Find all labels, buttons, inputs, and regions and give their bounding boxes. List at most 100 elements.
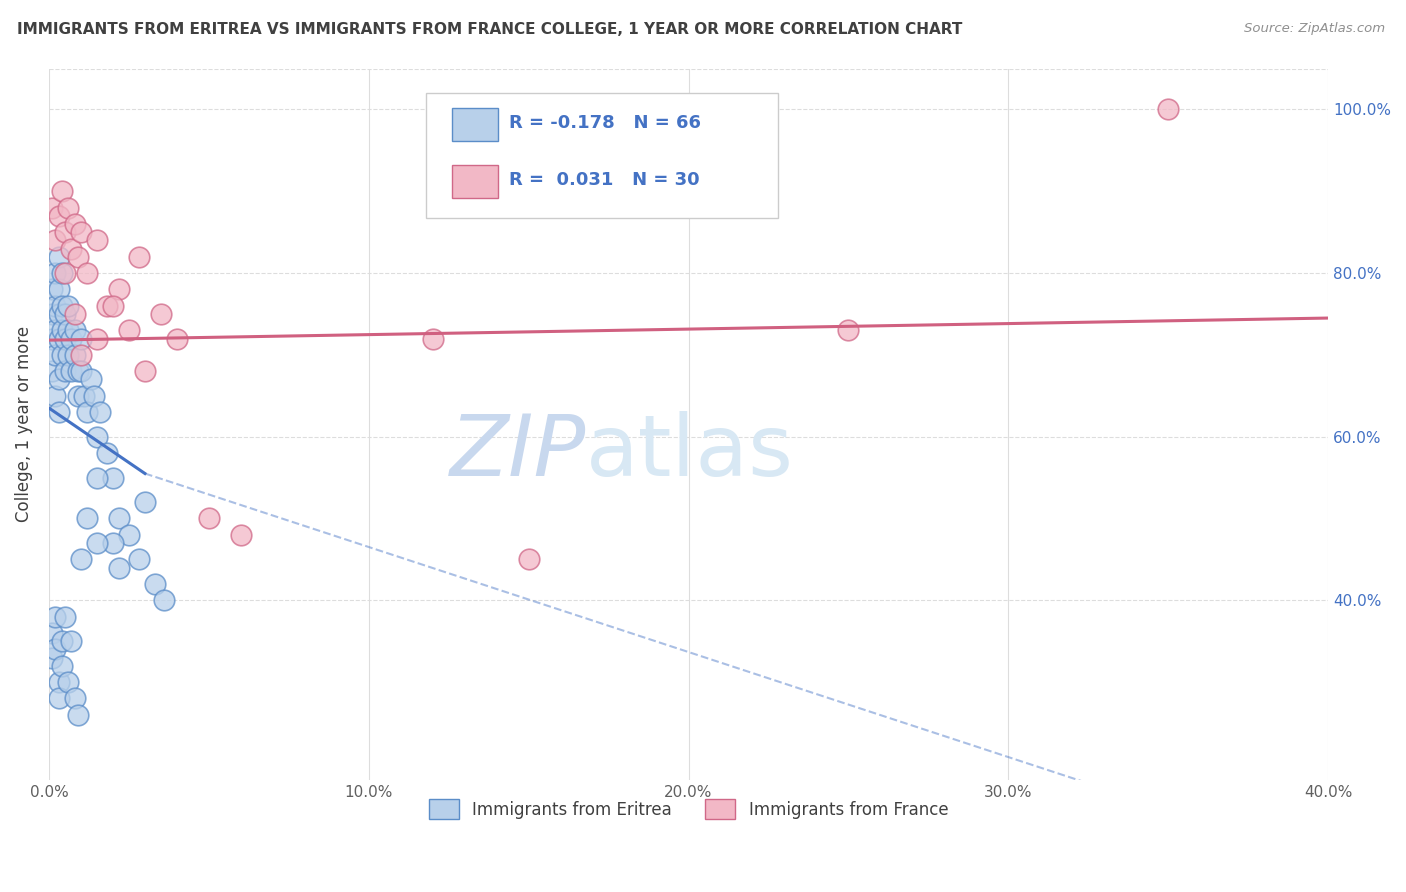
Point xyxy=(134,364,156,378)
Point xyxy=(118,528,141,542)
Point xyxy=(41,626,63,640)
Point xyxy=(51,184,73,198)
Text: atlas: atlas xyxy=(586,411,794,494)
FancyBboxPatch shape xyxy=(451,109,498,141)
Point xyxy=(229,528,252,542)
Text: IMMIGRANTS FROM ERITREA VS IMMIGRANTS FROM FRANCE COLLEGE, 1 YEAR OR MORE CORREL: IMMIGRANTS FROM ERITREA VS IMMIGRANTS FR… xyxy=(17,22,962,37)
Point xyxy=(44,609,66,624)
Point xyxy=(56,201,79,215)
Point xyxy=(56,299,79,313)
Point xyxy=(118,323,141,337)
Point xyxy=(41,201,63,215)
Point xyxy=(70,331,93,345)
Point xyxy=(44,299,66,313)
Point xyxy=(41,282,63,296)
Point xyxy=(53,307,76,321)
Point xyxy=(70,364,93,378)
Point xyxy=(83,389,105,403)
Point xyxy=(108,560,131,574)
Point xyxy=(63,348,86,362)
Point xyxy=(51,266,73,280)
Point xyxy=(48,209,70,223)
Point xyxy=(53,266,76,280)
Point xyxy=(51,658,73,673)
Point xyxy=(63,691,86,706)
Point xyxy=(101,536,124,550)
Point xyxy=(60,634,83,648)
Point xyxy=(51,299,73,313)
Point xyxy=(86,233,108,247)
Point xyxy=(48,250,70,264)
Point xyxy=(166,331,188,345)
Point xyxy=(70,225,93,239)
Point xyxy=(48,675,70,690)
Point xyxy=(53,364,76,378)
Point xyxy=(41,331,63,345)
Point xyxy=(89,405,111,419)
Point xyxy=(134,495,156,509)
Point xyxy=(44,389,66,403)
Point xyxy=(66,389,89,403)
Point xyxy=(56,348,79,362)
FancyBboxPatch shape xyxy=(451,165,498,198)
Text: R = -0.178   N = 66: R = -0.178 N = 66 xyxy=(509,114,702,132)
Point xyxy=(48,372,70,386)
Point xyxy=(48,405,70,419)
Point xyxy=(153,593,176,607)
Point xyxy=(108,511,131,525)
Point xyxy=(51,634,73,648)
Point xyxy=(44,266,66,280)
Point xyxy=(63,307,86,321)
Point xyxy=(86,536,108,550)
Point xyxy=(79,372,101,386)
Point xyxy=(1157,103,1180,117)
Point xyxy=(86,331,108,345)
Point xyxy=(76,405,98,419)
Point xyxy=(44,233,66,247)
Point xyxy=(86,470,108,484)
Point xyxy=(96,299,118,313)
Point xyxy=(76,511,98,525)
Point xyxy=(128,250,150,264)
Point xyxy=(44,348,66,362)
Point xyxy=(422,331,444,345)
Point xyxy=(53,331,76,345)
Point xyxy=(70,348,93,362)
Point xyxy=(66,250,89,264)
Point xyxy=(66,364,89,378)
Point xyxy=(48,307,70,321)
Point xyxy=(60,364,83,378)
Point xyxy=(56,675,79,690)
Point xyxy=(41,364,63,378)
Point xyxy=(108,282,131,296)
Point xyxy=(60,242,83,256)
Point xyxy=(101,299,124,313)
FancyBboxPatch shape xyxy=(426,94,778,218)
Point xyxy=(51,323,73,337)
Point xyxy=(44,323,66,337)
Point xyxy=(70,552,93,566)
Text: ZIP: ZIP xyxy=(450,411,586,494)
Point xyxy=(41,307,63,321)
Point xyxy=(53,225,76,239)
Legend: Immigrants from Eritrea, Immigrants from France: Immigrants from Eritrea, Immigrants from… xyxy=(422,793,955,825)
Point xyxy=(41,650,63,665)
Point xyxy=(56,323,79,337)
Point xyxy=(63,217,86,231)
Point xyxy=(66,707,89,722)
Point xyxy=(198,511,221,525)
Point xyxy=(48,282,70,296)
Point xyxy=(48,691,70,706)
Point xyxy=(149,307,172,321)
Point xyxy=(51,348,73,362)
Text: R =  0.031   N = 30: R = 0.031 N = 30 xyxy=(509,171,700,189)
Point xyxy=(837,323,859,337)
Point xyxy=(517,552,540,566)
Text: Source: ZipAtlas.com: Source: ZipAtlas.com xyxy=(1244,22,1385,36)
Point xyxy=(60,331,83,345)
Point xyxy=(143,577,166,591)
Point xyxy=(48,331,70,345)
Point xyxy=(53,609,76,624)
Point xyxy=(63,323,86,337)
Point xyxy=(76,266,98,280)
